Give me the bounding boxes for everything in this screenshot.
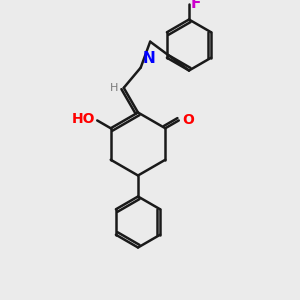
Text: H: H (110, 83, 118, 93)
Text: F: F (191, 0, 201, 11)
Text: O: O (182, 113, 194, 128)
Text: N: N (142, 51, 155, 66)
Text: HO: HO (72, 112, 96, 126)
